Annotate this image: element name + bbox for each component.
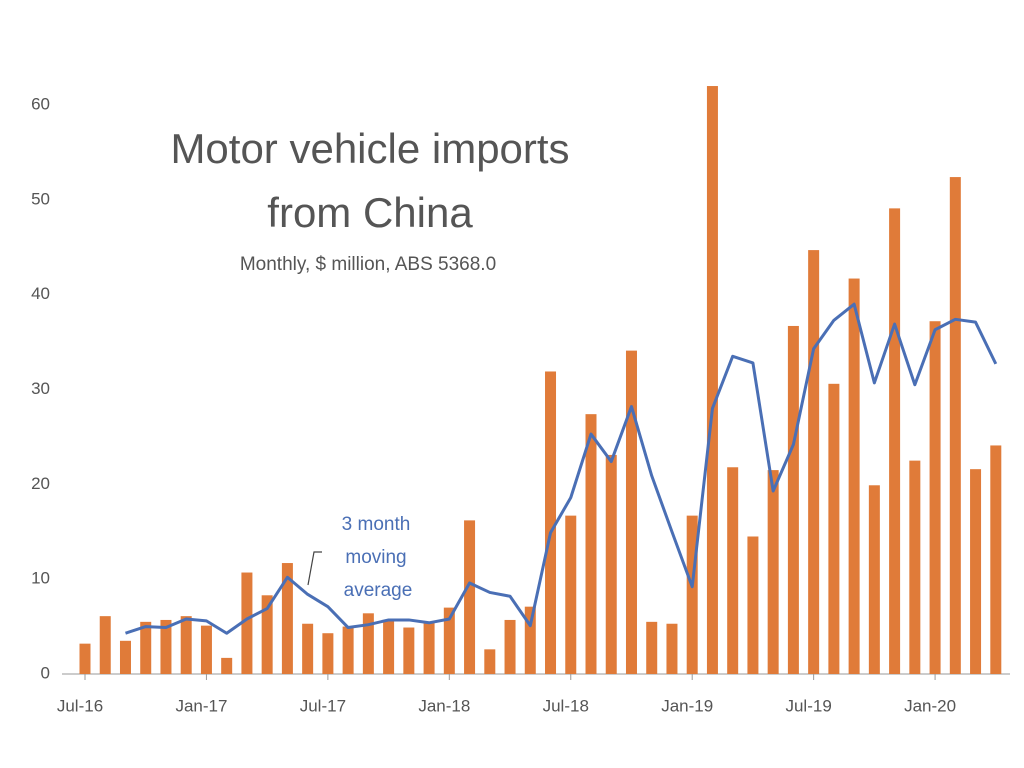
x-tick-label: Jul-17: [300, 696, 346, 715]
x-tick-label: Jan-17: [175, 696, 227, 715]
bar: [625, 350, 637, 674]
bar: [686, 515, 698, 674]
bar: [383, 619, 395, 674]
annotation: average: [344, 580, 413, 601]
bar: [140, 621, 152, 674]
x-tick-label: Jan-18: [418, 696, 470, 715]
y-tick-label: 30: [31, 379, 50, 398]
annotation-pointer: [307, 551, 322, 586]
bar: [504, 619, 516, 674]
y-tick-label: 60: [31, 94, 50, 113]
bar: [706, 86, 718, 675]
bar: [403, 627, 415, 674]
bar: [362, 613, 374, 674]
bar: [949, 177, 961, 674]
bar: [787, 325, 799, 674]
chart-title: Motor vehicle imports: [170, 125, 569, 172]
bar: [990, 445, 1002, 674]
annotation: moving: [345, 547, 406, 568]
bar: [261, 595, 273, 674]
bar: [241, 572, 253, 674]
x-tick-label: Jan-19: [661, 696, 713, 715]
bar: [119, 640, 131, 674]
bar: [484, 649, 496, 674]
bar: [99, 616, 111, 674]
bar: [524, 606, 536, 674]
bar: [889, 208, 901, 674]
bar: [281, 563, 293, 674]
bar: [423, 621, 435, 674]
bar: [605, 454, 617, 674]
bar: [868, 485, 880, 674]
bar: [79, 643, 91, 674]
y-tick-label: 40: [31, 284, 50, 303]
bar: [767, 470, 779, 674]
bar: [646, 621, 658, 674]
bar: [443, 607, 455, 674]
y-tick-label: 20: [31, 474, 50, 493]
bar: [221, 657, 233, 674]
bar: [909, 460, 921, 674]
chart-title: from China: [267, 189, 473, 236]
bar: [848, 278, 860, 674]
x-tick-label: Jul-16: [57, 696, 103, 715]
y-tick-label: 0: [41, 663, 50, 682]
y-tick-label: 50: [31, 189, 50, 208]
bar: [666, 623, 678, 674]
bar: [322, 633, 334, 674]
bar: [545, 371, 557, 674]
annotation: 3 month: [342, 514, 411, 535]
bar: [160, 619, 172, 674]
bar: [929, 321, 941, 674]
bar: [180, 616, 192, 674]
chart-subtitle: Monthly, $ million, ABS 5368.0: [240, 254, 496, 275]
bar: [747, 536, 759, 674]
bar: [970, 469, 982, 674]
bar: [342, 626, 354, 674]
bar: [585, 414, 597, 674]
x-tick-label: Jan-20: [904, 696, 956, 715]
moving-average-line: [125, 302, 998, 635]
bar: [302, 623, 314, 674]
x-tick-label: Jul-19: [785, 696, 831, 715]
bar: [464, 520, 476, 674]
bar: [565, 515, 577, 674]
x-tick-label: Jul-18: [543, 696, 589, 715]
bar: [828, 383, 840, 674]
bar: [808, 250, 820, 674]
y-tick-label: 10: [31, 569, 50, 588]
bar: [200, 625, 212, 674]
bar: [727, 467, 739, 674]
